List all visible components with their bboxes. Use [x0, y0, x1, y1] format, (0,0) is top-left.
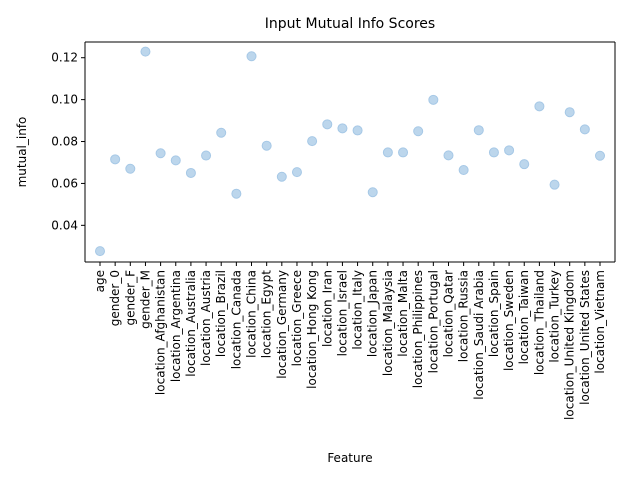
- data-point: [201, 150, 212, 161]
- data-point: [382, 147, 393, 158]
- data-point: [185, 167, 196, 178]
- y-tick-label: 0.10: [51, 93, 78, 107]
- data-point: [155, 148, 166, 159]
- x-tick-label: location_Malaysia: [381, 270, 395, 376]
- x-tick-label: location_Thailand: [532, 270, 546, 375]
- data-point: [216, 127, 227, 138]
- data-point: [443, 150, 454, 161]
- data-point: [261, 140, 272, 151]
- data-point: [246, 51, 257, 62]
- data-point: [337, 123, 348, 134]
- x-tick-label: gender_F: [123, 270, 137, 326]
- x-tick-label: gender_0: [108, 270, 122, 326]
- data-point: [564, 107, 575, 118]
- x-tick-label: gender_M: [138, 270, 152, 329]
- x-tick-label: location_Japan: [366, 270, 380, 357]
- y-tick-label: 0.12: [51, 51, 78, 65]
- x-tick-label: location_Canada: [229, 270, 243, 369]
- x-tick-label: location_Afghanistan: [154, 270, 168, 395]
- y-tick-label: 0.08: [51, 135, 78, 149]
- x-tick-label: location_Qatar: [441, 270, 455, 357]
- x-axis-label: Feature: [327, 451, 372, 465]
- x-tick-label: location_Taiwan: [517, 270, 531, 364]
- data-point: [125, 163, 136, 174]
- plot-area: [95, 46, 605, 257]
- data-point: [95, 246, 105, 257]
- data-point: [276, 171, 287, 182]
- chart-title: Input Mutual Info Scores: [265, 16, 435, 32]
- data-point: [519, 159, 530, 170]
- data-point: [352, 125, 363, 136]
- x-tick-label: location_China: [245, 270, 259, 358]
- data-point: [231, 188, 242, 199]
- data-point: [473, 125, 484, 136]
- y-tick-label: 0.06: [51, 176, 78, 190]
- x-tick-label: location_Malta: [396, 270, 410, 357]
- x-tick-label: location_Vietnam: [593, 270, 607, 374]
- x-tick-label: location_Saudi Arabia: [472, 270, 486, 400]
- data-point: [140, 46, 151, 57]
- x-tick-label: age: [93, 270, 107, 292]
- x-ticks: age gender_0 gender_F gender_M location_Afgh…: [93, 262, 607, 420]
- x-tick-label: location_Greece: [290, 270, 304, 366]
- data-point: [458, 165, 469, 176]
- x-tick-label: location_Russia: [457, 270, 471, 362]
- y-axis-label: mutual_info: [15, 117, 29, 188]
- data-point: [488, 147, 499, 158]
- x-tick-label: location_Austria: [199, 270, 213, 366]
- y-ticks: 0.04 0.06 0.08 0.10 0.12: [51, 51, 85, 232]
- data-point: [549, 179, 560, 190]
- x-tick-label: location_Egypt: [260, 270, 274, 359]
- x-tick-label: location_Hong Kong: [305, 270, 319, 389]
- x-tick-label: location_United Kingdom: [563, 270, 577, 420]
- data-point: [504, 145, 515, 156]
- x-tick-label: location_Israel: [335, 270, 349, 356]
- x-tick-label: location_Australia: [184, 270, 198, 377]
- data-point: [322, 119, 333, 130]
- data-point: [579, 124, 590, 135]
- y-tick-label: 0.04: [51, 218, 78, 232]
- data-point: [291, 167, 302, 178]
- data-point: [595, 150, 605, 161]
- x-tick-label: location_Portugal: [426, 270, 440, 373]
- data-point: [110, 154, 121, 165]
- data-point: [307, 136, 318, 147]
- x-tick-label: location_Iran: [320, 270, 334, 347]
- x-tick-label: location_Spain: [487, 270, 501, 357]
- x-tick-label: location_United States: [578, 270, 592, 405]
- x-tick-label: location_Philippines: [411, 270, 425, 388]
- data-point: [398, 147, 409, 158]
- x-tick-label: location_Argentina: [169, 270, 183, 382]
- data-point: [170, 155, 181, 166]
- x-tick-label: location_Brazil: [214, 270, 228, 357]
- data-point: [413, 126, 424, 137]
- x-tick-label: location_Turkey: [548, 270, 562, 363]
- data-point: [428, 94, 439, 105]
- x-tick-label: location_Germany: [275, 270, 289, 379]
- data-point: [534, 101, 545, 112]
- data-point: [367, 187, 378, 198]
- x-tick-label: location_Italy: [351, 270, 365, 350]
- x-tick-label: location_Sweden: [502, 270, 516, 371]
